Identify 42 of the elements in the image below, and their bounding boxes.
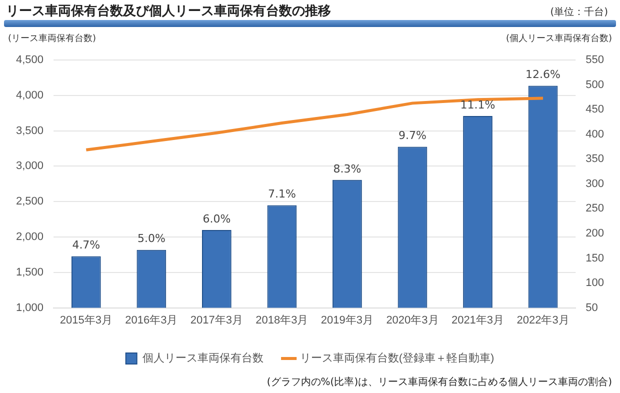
x-tick-label: 2018年3月 — [256, 314, 308, 326]
y-tick-label: 4,500 — [16, 54, 44, 66]
y-tick-label: 1,000 — [16, 302, 44, 314]
y2-tick-label: 50 — [586, 302, 598, 314]
y2-tick-label: 350 — [586, 153, 604, 166]
annotation: 4.7% — [72, 238, 100, 252]
y2-axis-title: (個人リース車両保有台数) — [506, 32, 612, 44]
x-tick-label: 2020年3月 — [386, 314, 439, 326]
x-tick-label: 2019年3月 — [320, 314, 374, 326]
y2-tick-label: 550 — [586, 54, 604, 66]
y2-tick-label: 500 — [586, 78, 604, 91]
y2-tick-label: 100 — [586, 277, 604, 290]
x-tick-label: 2017年3月 — [190, 314, 243, 326]
legend-label: 個人リース車両保有台数 — [142, 352, 264, 365]
legend-label: リース車両保有台数(登録車＋軽自動車) — [300, 352, 494, 365]
annotation: 7.1% — [268, 188, 296, 201]
y-tick-label: 3,000 — [16, 160, 44, 172]
y2-tick-label: 450 — [586, 104, 604, 116]
y2-tick-label: 400 — [586, 128, 604, 140]
y2-tick-label: 250 — [586, 202, 604, 215]
y2-tick-label: 150 — [586, 252, 604, 264]
y-tick-label: 1,500 — [16, 266, 44, 278]
x-tick-label: 2022年3月 — [516, 314, 570, 326]
y-tick-label: 3,500 — [16, 124, 44, 137]
x-tick-label: 2016年3月 — [125, 314, 178, 326]
y-tick-label: 2,000 — [16, 231, 44, 244]
y-tick-label: 4,000 — [16, 89, 44, 102]
x-tick-label: 2015年3月 — [60, 314, 112, 326]
annotation: 5.0% — [137, 232, 166, 246]
y-tick-label: 2,500 — [16, 196, 44, 208]
y2-tick-label: 300 — [586, 178, 604, 190]
y-axis-title: (リース車両保有台数) — [8, 32, 96, 44]
x-tick-label: 2021年3月 — [451, 314, 504, 326]
annotation: 8.3% — [333, 162, 362, 176]
annotation: 12.6% — [526, 68, 560, 82]
text: (グラフ内の%(比率)は、リース車両保有台数に占める個人リース車両の割合) — [266, 376, 612, 389]
chart-title: リース車両保有台数及び個人リース車両保有台数の推移 — [6, 3, 331, 20]
text: (単位：千台) — [550, 6, 608, 19]
annotation: 6.0% — [202, 212, 231, 226]
y2-tick-label: 200 — [586, 227, 604, 240]
annotation: 11.1% — [460, 98, 496, 112]
annotation: 9.7% — [398, 129, 426, 142]
